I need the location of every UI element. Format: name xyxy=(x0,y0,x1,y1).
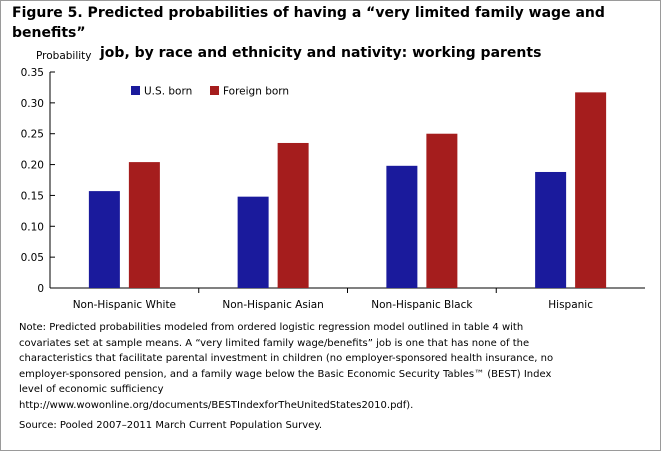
note-line: http://www.wowonline.org/documents/BESTI… xyxy=(19,399,414,411)
y-tick-label: 0.20 xyxy=(21,160,44,172)
legend-label: Foreign born xyxy=(223,86,289,98)
bar-foreign-born-0 xyxy=(128,162,160,288)
y-axis-label: Probability xyxy=(36,50,92,62)
note-line: characteristics that facilitate parental… xyxy=(19,353,554,364)
x-category-label: Non-Hispanic Black xyxy=(371,299,473,311)
x-category-label: Non-Hispanic Asian xyxy=(222,299,323,311)
title-line-2: job, by race and ethnicity and nativity:… xyxy=(100,45,542,61)
figure-note: Note: Predicted probabilities modeled fr… xyxy=(19,320,649,413)
y-tick-label: 0.35 xyxy=(21,67,44,79)
note-line: employer-sponsored pension, and a family… xyxy=(19,368,552,380)
x-category-label: Non-Hispanic White xyxy=(73,299,176,311)
bar-foreign-born-3 xyxy=(575,92,607,288)
bar-u-s-born-3 xyxy=(535,171,567,288)
bar-foreign-born-2 xyxy=(426,133,458,288)
legend-swatch xyxy=(210,86,219,95)
note-line: level of economic sufficiency xyxy=(19,384,164,395)
x-category-label: Hispanic xyxy=(548,299,593,311)
bar-chart: 0.35 0.30 0.25 0.20 0.15 0.10 0.05 0 Non-Hispani… xyxy=(21,67,645,311)
y-tick-label: 0.15 xyxy=(21,190,44,202)
legend-label: U.S. born xyxy=(144,86,192,98)
y-tick-label: 0.10 xyxy=(21,221,44,233)
bar-u-s-born-1 xyxy=(237,196,269,288)
note-line: covariates set at sample means. A “very … xyxy=(19,337,530,349)
figure-source: Source: Pooled 2007–2011 March Current P… xyxy=(19,420,322,431)
bar-u-s-born-0 xyxy=(88,191,120,288)
y-tick-label: 0 xyxy=(37,283,44,295)
title-line-1: Figure 5. Predicted probabilities of hav… xyxy=(12,5,605,41)
bar-u-s-born-2 xyxy=(386,165,418,288)
note-line: Note: Predicted probabilities modeled fr… xyxy=(19,322,524,333)
legend-swatch xyxy=(131,86,140,95)
figure-title: Figure 5. Predicted probabilities of hav… xyxy=(12,3,652,63)
y-tick-label: 0.05 xyxy=(21,252,44,264)
bar-foreign-born-1 xyxy=(277,142,309,288)
y-tick-label: 0.25 xyxy=(21,129,44,141)
y-tick-label: 0.30 xyxy=(21,98,44,110)
